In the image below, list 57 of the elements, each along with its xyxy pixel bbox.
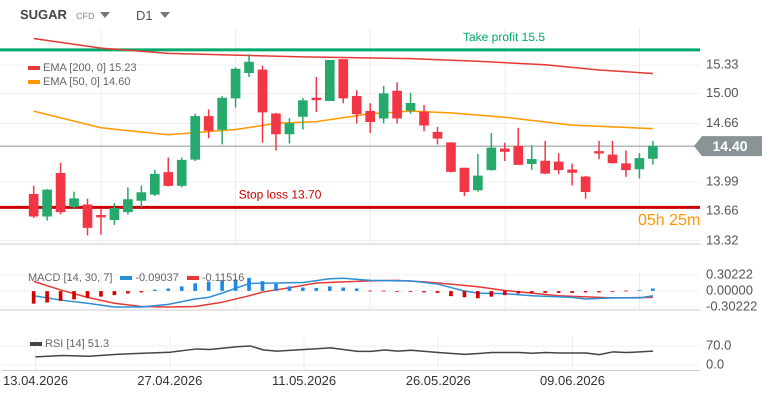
y-tick-label: 0.00000 xyxy=(706,282,753,298)
ref-line-label: Take profit 15.5 xyxy=(462,30,546,44)
y-tick-label: 13.66 xyxy=(706,202,739,218)
x-tick-label: 26.05.2026 xyxy=(406,372,471,388)
y-tick-label: 14.66 xyxy=(706,114,739,130)
legend-label: -0.09037 xyxy=(135,272,179,284)
bar xyxy=(341,287,346,291)
y-tick-label: 13.32 xyxy=(706,232,739,248)
y-tick-label: 70.0 xyxy=(706,338,732,353)
bar xyxy=(288,286,292,291)
bar xyxy=(247,278,251,291)
bar xyxy=(86,291,90,298)
bar xyxy=(206,282,210,291)
x-tick-label: 27.04.2026 xyxy=(137,372,202,388)
bar xyxy=(328,286,332,291)
legend-label: EMA [200, 0] 15.23 xyxy=(43,62,137,74)
candlestick xyxy=(96,208,106,236)
bar xyxy=(58,291,62,301)
bar xyxy=(274,284,278,291)
legend-label: RSI [14] 51.3 xyxy=(44,338,110,350)
bar xyxy=(301,287,305,291)
bar xyxy=(449,291,453,296)
x-tick-label: 09.06.2026 xyxy=(540,372,606,388)
bar xyxy=(180,286,184,291)
ref-line-label: 14.40 xyxy=(712,138,748,154)
candlestick xyxy=(634,152,644,180)
y-tick-label: -0.30222 xyxy=(706,298,758,314)
annotation: 05h 25m xyxy=(638,212,700,230)
candlestick xyxy=(324,60,335,101)
legend-label: EMA [50, 0] 14.60 xyxy=(43,76,130,88)
bar xyxy=(314,288,318,291)
text: D1 xyxy=(136,8,153,23)
y-tick-label: 15.33 xyxy=(706,56,739,72)
bar xyxy=(45,291,49,303)
bar xyxy=(32,291,36,304)
y-tick-label: 0.30222 xyxy=(706,266,753,282)
legend-label: -0.11516 xyxy=(202,272,244,284)
ref-line-label: Stop loss 13.70 xyxy=(238,188,322,202)
chart-title: SUGAR xyxy=(20,7,67,22)
bar xyxy=(462,291,466,298)
bar xyxy=(193,283,198,291)
bar xyxy=(112,291,116,296)
bar xyxy=(502,291,507,296)
candlestick xyxy=(594,140,604,160)
legend-title: MACD [14, 30, 7] xyxy=(28,272,112,284)
x-tick-label: 13.04.2026 xyxy=(2,372,68,388)
x-tick-label: 11.05.2026 xyxy=(272,372,336,388)
y-tick-label: 15.00 xyxy=(706,85,739,100)
bar xyxy=(260,281,264,291)
bar xyxy=(490,291,494,297)
bar xyxy=(72,291,76,300)
bar xyxy=(220,280,224,291)
y-tick-label: 0.0 xyxy=(706,356,724,372)
text: CFD xyxy=(76,11,94,21)
bar xyxy=(99,291,103,297)
y-tick-label: 13.99 xyxy=(706,174,739,189)
bar xyxy=(476,291,480,298)
